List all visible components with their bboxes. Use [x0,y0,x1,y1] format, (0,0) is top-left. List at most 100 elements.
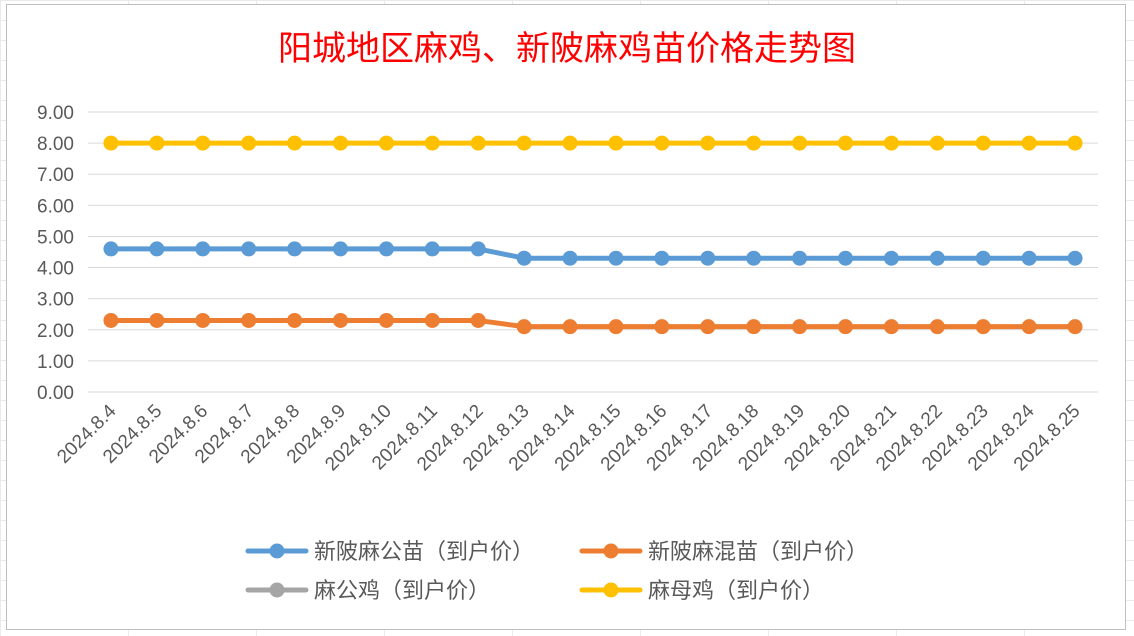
data-point [929,250,945,266]
data-point [149,312,165,328]
legend-marker [269,543,285,559]
gridlines [88,111,1098,393]
legend-item[interactable]: 麻母鸡（到户价） [579,579,824,604]
data-point [562,250,578,266]
data-point [1067,135,1083,151]
y-tick-label: 4.00 [37,259,74,280]
data-point [241,241,257,257]
data-point [1067,319,1083,335]
y-tick-label: 1.00 [37,352,74,373]
data-point [883,319,899,335]
data-point [424,241,440,257]
legend-label: 麻母鸡（到户价） [648,579,824,604]
y-tick-label: 5.00 [37,227,74,248]
data-point [1021,250,1037,266]
data-point [608,250,624,266]
data-point [1067,250,1083,266]
data-point [149,241,165,257]
series [103,312,1083,335]
data-point [792,319,808,335]
data-point [1021,319,1037,335]
data-point [287,241,303,257]
data-point [746,319,762,335]
data-point [470,312,486,328]
data-point [1021,135,1037,151]
data-point [608,135,624,151]
data-point [333,241,348,257]
series-line [108,246,1078,261]
legend-item[interactable]: 新陂麻混苗（到户价） [579,540,868,565]
data-point [700,319,716,335]
chart-title: 阳城地区麻鸡、新陂麻鸡苗价格走势图 [278,29,856,69]
data-point [838,250,853,266]
data-point [883,250,899,266]
series [103,135,1083,151]
data-point [333,312,348,328]
x-axis-tick-labels: 2024.8.42024.8.52024.8.62024.8.72024.8.8… [53,400,1084,475]
legend-marker [269,582,285,598]
data-point [516,135,532,151]
data-point [700,250,716,266]
data-point [838,135,853,151]
data-point [195,241,211,257]
legend-label: 新陂麻公苗（到户价） [314,540,534,565]
data-point [424,312,440,328]
data-point [470,135,486,151]
data-point [608,319,624,335]
legend-marker [603,543,619,559]
data-point [654,319,670,335]
data-point [378,135,394,151]
y-tick-label: 7.00 [37,165,74,186]
data-point [562,135,578,151]
legend-marker [603,582,619,598]
data-point [654,135,670,151]
y-tick-label: 3.00 [37,290,74,311]
data-point [241,135,257,151]
y-tick-label: 6.00 [37,196,74,217]
series [103,241,1083,266]
data-point [792,135,808,151]
data-point [241,312,257,328]
data-point [746,135,762,151]
data-point [562,319,578,335]
series-lines [103,135,1083,335]
y-tick-label: 0.00 [37,383,74,404]
data-point [103,312,119,328]
legend-item[interactable]: 麻公鸡（到户价） [245,579,490,604]
data-point [792,250,808,266]
data-point [516,319,532,335]
legend-label: 新陂麻混苗（到户价） [648,540,868,565]
data-point [975,135,991,151]
data-point [287,135,303,151]
data-point [838,319,853,335]
data-point [103,135,119,151]
legend-label: 麻公鸡（到户价） [314,579,490,604]
data-point [103,241,119,257]
y-axis-tick-labels: 0.00 1.00 2.00 3.00 4.00 5.00 6.00 7.00 8.00 9.00 [37,103,74,404]
legend-item[interactable]: 新陂麻公苗（到户价） [245,540,534,565]
data-point [746,250,762,266]
legend: 新陂麻公苗（到户价） 新陂麻混苗（到户价） 麻公鸡（到户价） 麻母鸡（到户价） [245,540,868,604]
data-point [149,135,165,151]
data-point [929,135,945,151]
y-tick-label: 8.00 [37,134,74,155]
data-point [700,135,716,151]
chart-frame[interactable] [6,4,1126,630]
y-tick-label: 2.00 [37,321,74,342]
data-point [333,135,348,151]
data-point [378,241,394,257]
data-point [654,250,670,266]
data-point [424,135,440,151]
data-point [195,135,211,151]
data-point [975,250,991,266]
data-point [470,241,486,257]
y-tick-label: 9.00 [37,103,74,124]
data-point [195,312,211,328]
data-point [287,312,303,328]
data-point [883,135,899,151]
data-point [378,312,394,328]
data-point [929,319,945,335]
data-point [975,319,991,335]
series-line [108,317,1078,330]
